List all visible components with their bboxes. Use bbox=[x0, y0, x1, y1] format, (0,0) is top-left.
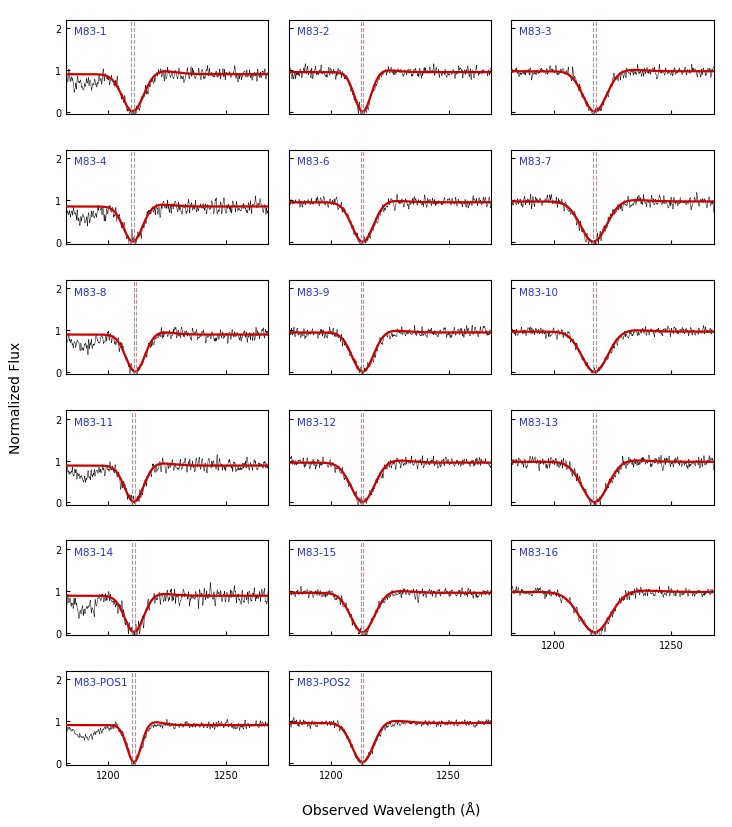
Text: M83-1: M83-1 bbox=[74, 27, 106, 37]
Text: M83-4: M83-4 bbox=[74, 157, 106, 167]
Text: M83-9: M83-9 bbox=[296, 287, 329, 297]
Text: M83-3: M83-3 bbox=[520, 27, 552, 37]
Text: M83-2: M83-2 bbox=[296, 27, 329, 37]
Text: Observed Wavelength (Å): Observed Wavelength (Å) bbox=[302, 801, 481, 817]
Text: M83-10: M83-10 bbox=[520, 287, 559, 297]
Text: M83-13: M83-13 bbox=[520, 418, 559, 428]
Text: M83-15: M83-15 bbox=[296, 547, 336, 557]
Text: M83-6: M83-6 bbox=[296, 157, 329, 167]
Text: M83-8: M83-8 bbox=[74, 287, 106, 297]
Text: Normalized Flux: Normalized Flux bbox=[9, 341, 23, 453]
Text: M83-POS1: M83-POS1 bbox=[74, 677, 127, 687]
Text: M83-11: M83-11 bbox=[74, 418, 113, 428]
Text: M83-7: M83-7 bbox=[520, 157, 552, 167]
Text: M83-12: M83-12 bbox=[296, 418, 336, 428]
Text: M83-16: M83-16 bbox=[520, 547, 559, 557]
Text: M83-14: M83-14 bbox=[74, 547, 113, 557]
Text: M83-POS2: M83-POS2 bbox=[296, 677, 351, 687]
